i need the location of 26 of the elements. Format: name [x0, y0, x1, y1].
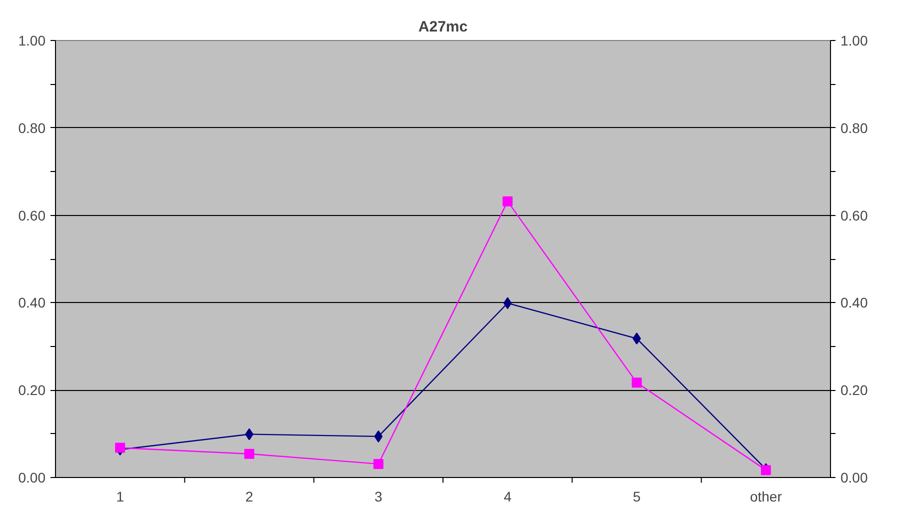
x-tick-label: 2 — [245, 488, 254, 504]
y2-tick-label: 0.80 — [840, 120, 868, 136]
y2-tick-label: 0.40 — [840, 294, 868, 311]
point — [373, 458, 384, 469]
x-tick-label: 1 — [116, 488, 124, 504]
x-tick-label: 4 — [504, 488, 512, 504]
y-tick-label: 0.20 — [18, 382, 46, 398]
y2-tick-label: 0.20 — [840, 382, 868, 398]
point — [632, 378, 642, 388]
point — [115, 442, 126, 453]
y2-tick-label: 0.00 — [840, 470, 868, 486]
y-tick-label: 0.60 — [18, 207, 46, 224]
point — [503, 297, 512, 310]
y-tick-label: 0.00 — [18, 470, 46, 486]
x-tick-label: 5 — [632, 488, 641, 504]
y-tick-label: 0.40 — [18, 294, 46, 311]
chart-title: A27mc — [418, 18, 468, 36]
y2-tick-label: 1.00 — [840, 32, 868, 48]
x-tick-label: other — [750, 488, 782, 504]
y-tick-label: 0.80 — [18, 120, 46, 136]
point — [244, 448, 254, 459]
y2-tick-label: 0.60 — [840, 207, 868, 224]
point — [502, 196, 513, 206]
y-tick-label: 1.00 — [18, 32, 46, 48]
point — [374, 430, 383, 442]
x-tick-label: 3 — [374, 488, 383, 504]
